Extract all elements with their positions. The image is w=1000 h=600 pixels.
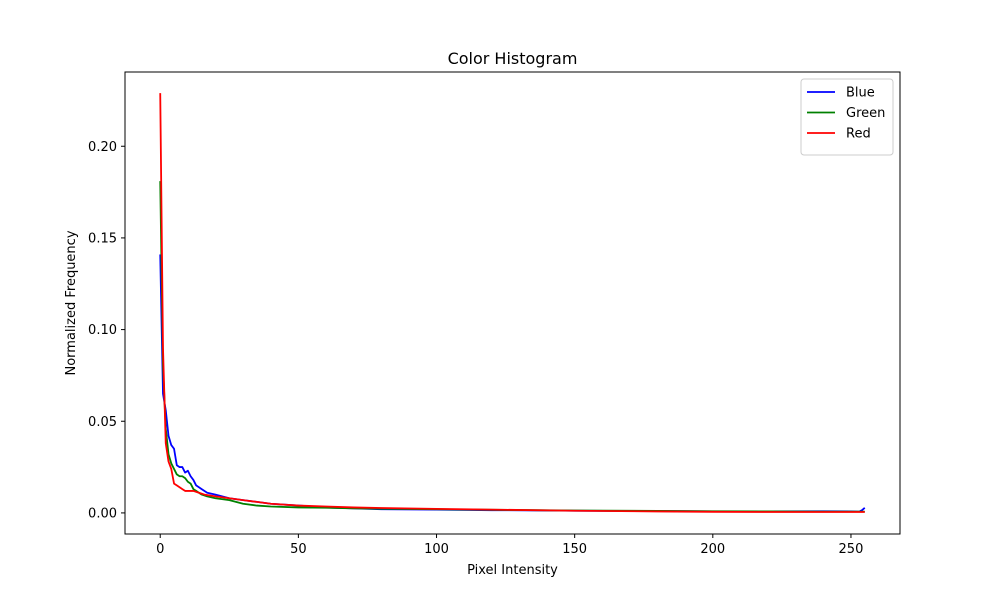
legend-label-green: Green xyxy=(846,106,885,121)
y-axis: 0.00 0.05 0.10 0.15 0.20 xyxy=(88,140,125,521)
y-axis-title: Normalized Frequency xyxy=(64,230,79,375)
series-layer xyxy=(159,93,866,513)
y-tick-label: 0.05 xyxy=(88,415,117,430)
y-tick-label: 0.15 xyxy=(88,231,117,246)
x-axis-title: Pixel Intensity xyxy=(467,563,558,578)
legend-box xyxy=(800,78,894,156)
x-axis: 0 50 100 150 200 250 xyxy=(156,534,863,557)
legend-label-red: Red xyxy=(846,127,871,142)
y-tick-label: 0.20 xyxy=(88,140,117,155)
x-tick-label: 0 xyxy=(156,542,164,557)
legend: Blue Green Red xyxy=(800,78,894,156)
x-tick-label: 50 xyxy=(290,542,307,557)
y-tick-label: 0.00 xyxy=(88,506,117,521)
plot-frame xyxy=(124,71,901,535)
x-tick-label: 150 xyxy=(562,542,587,557)
y-tick-label: 0.10 xyxy=(88,323,117,338)
series-line-red xyxy=(159,93,865,513)
chart-title: Color Histogram xyxy=(448,49,578,68)
legend-label-blue: Blue xyxy=(846,86,875,101)
x-tick-label: 200 xyxy=(700,542,725,557)
x-tick-label: 250 xyxy=(839,542,864,557)
x-tick-label: 100 xyxy=(424,542,449,557)
